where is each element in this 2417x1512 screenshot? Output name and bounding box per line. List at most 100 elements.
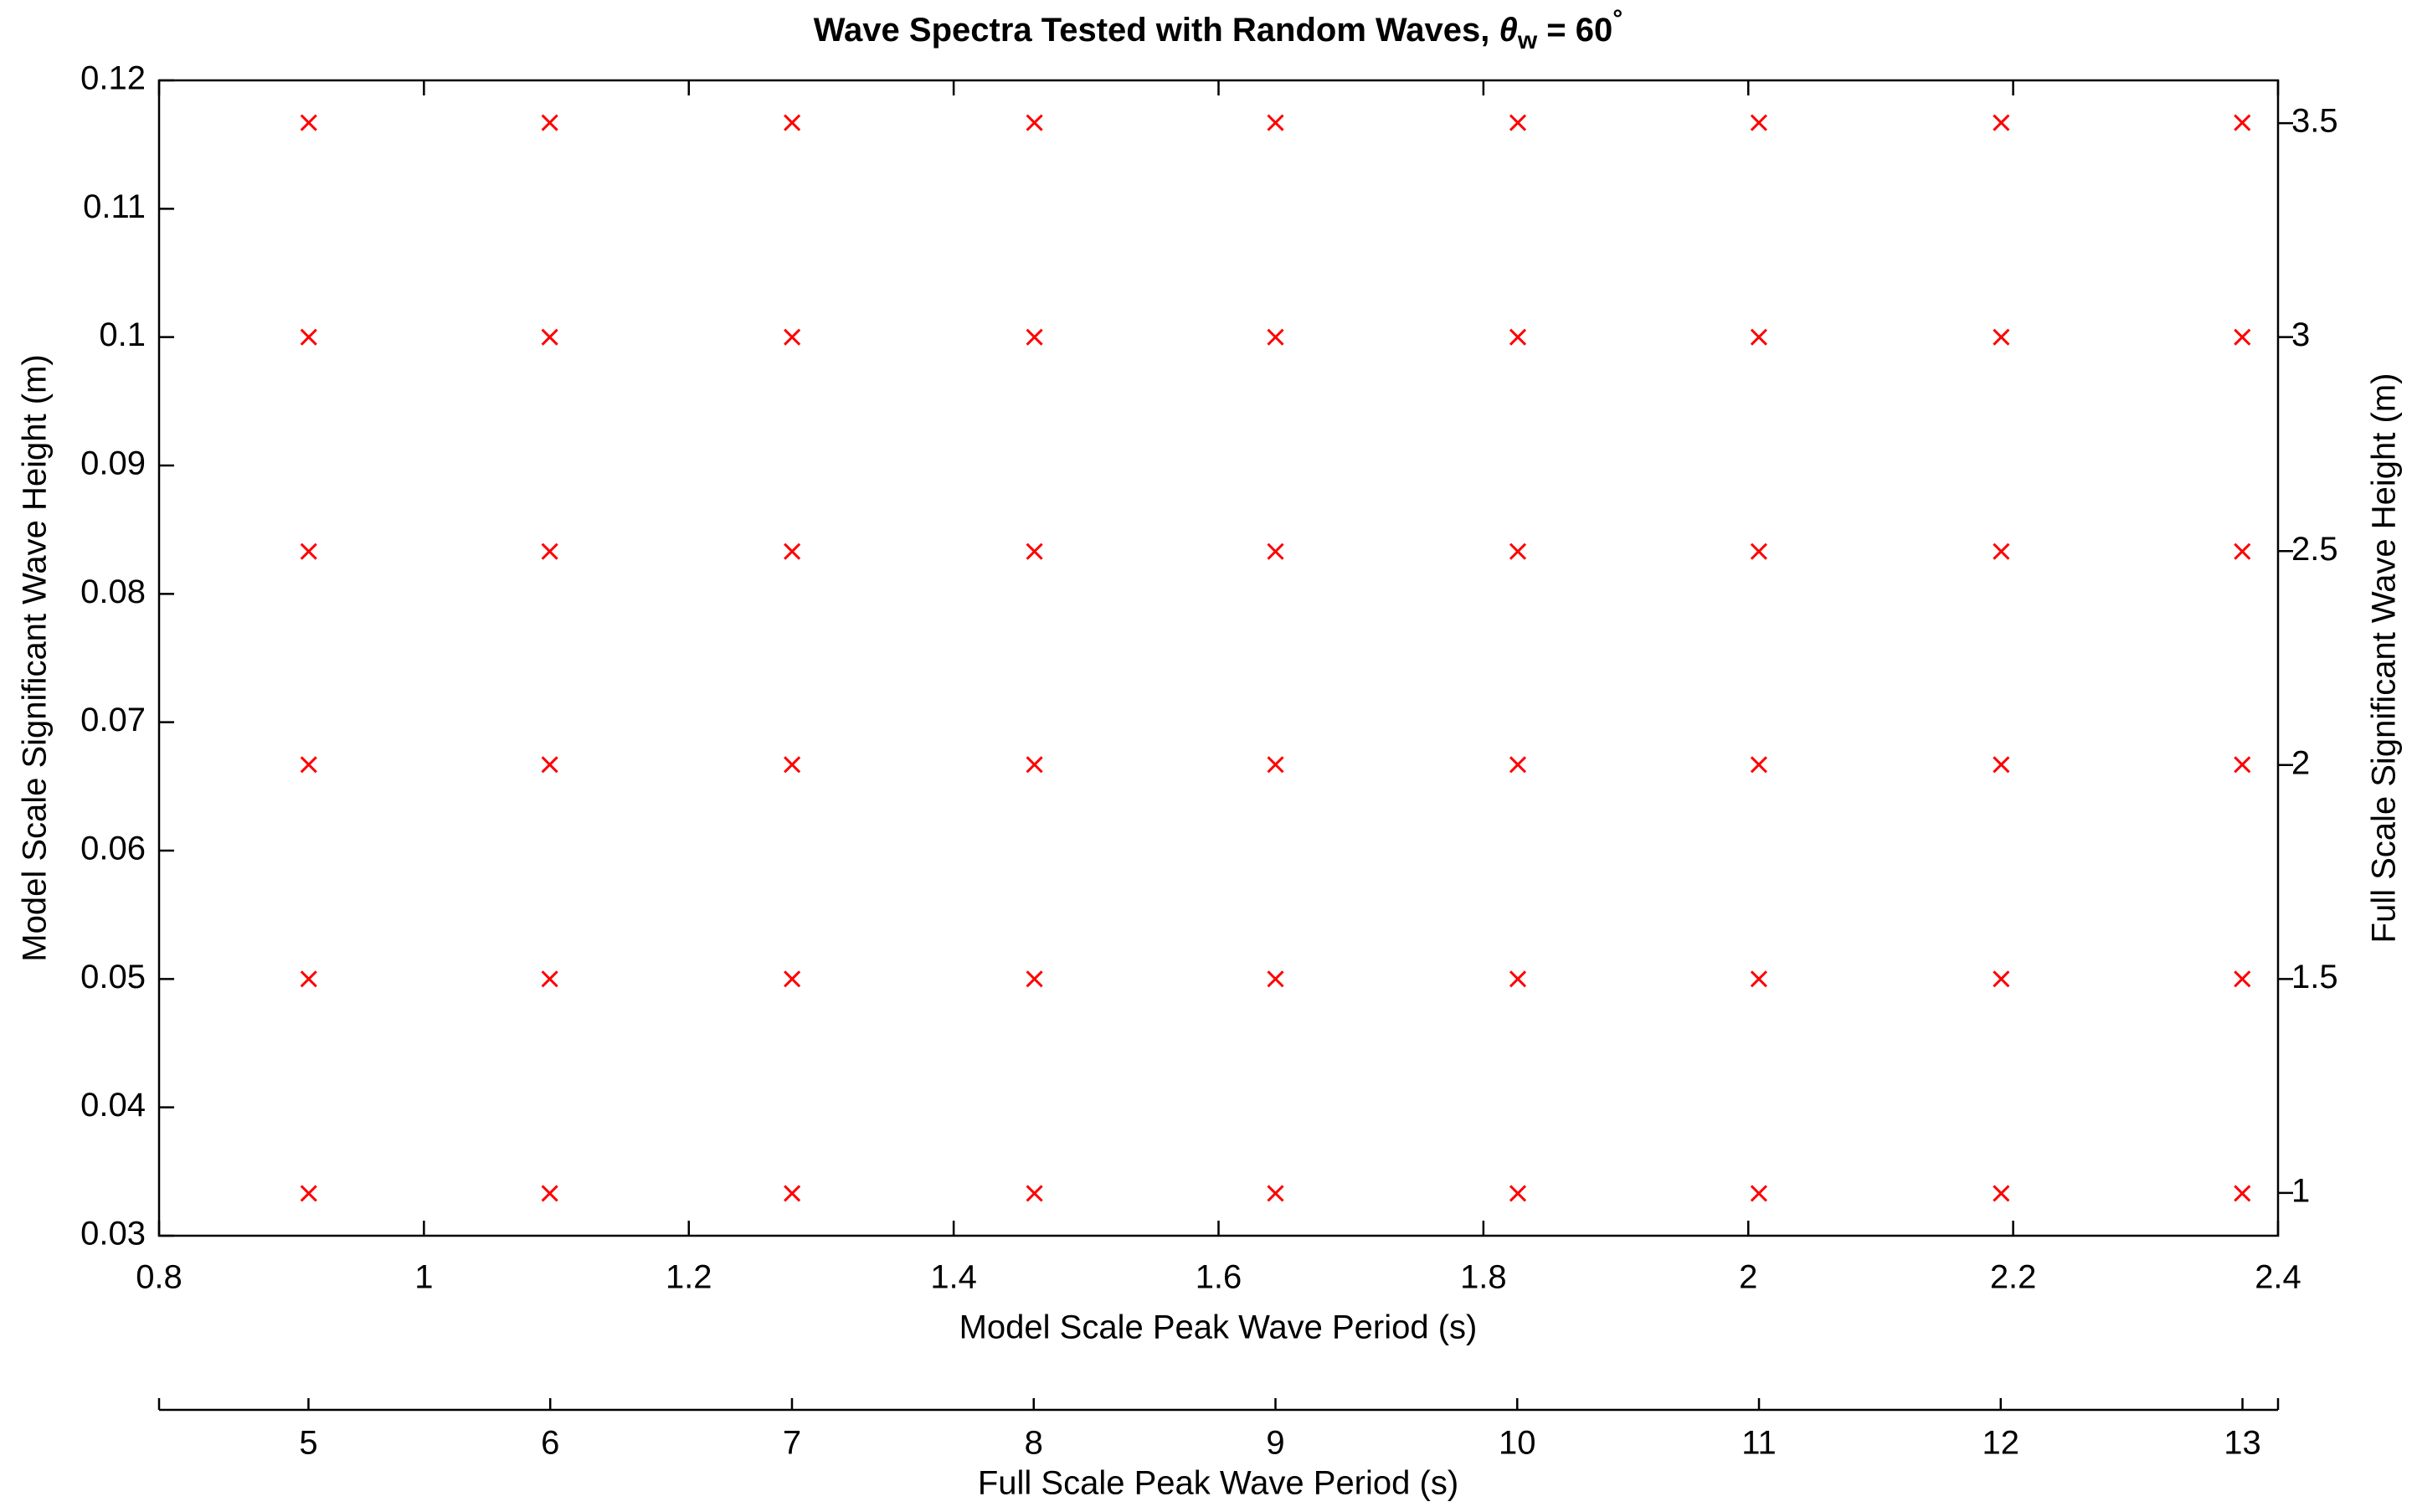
- x-tick-label: 1.6: [1196, 1259, 1242, 1296]
- point: [784, 328, 801, 346]
- x-tick-label: 1.8: [1460, 1259, 1507, 1296]
- point: [1509, 756, 1527, 774]
- point: [300, 543, 317, 560]
- y2-tick-label: 3: [2291, 316, 2310, 353]
- y-tick-label: 0.09: [80, 445, 146, 482]
- x2-tick-label: 9: [1266, 1425, 1284, 1462]
- point: [784, 756, 801, 774]
- point: [1509, 970, 1527, 988]
- x-axis-label: Model Scale Peak Wave Period (s): [959, 1309, 1478, 1346]
- point: [784, 970, 801, 988]
- point: [1026, 756, 1043, 774]
- y-tick-label: 0.08: [80, 573, 146, 610]
- point: [1750, 543, 1767, 560]
- point: [541, 1185, 558, 1202]
- x2-tick-label: 10: [1499, 1425, 1536, 1462]
- point: [1026, 114, 1043, 131]
- y2-tick-label: 2: [2291, 744, 2310, 781]
- point: [1026, 1185, 1043, 1202]
- x2-tick-label: 11: [1741, 1425, 1777, 1462]
- y2-axis-label: Full Scale Significant Wave Height (m): [2366, 373, 2403, 944]
- y-axis-label: Model Scale Significant Wave Height (m): [17, 354, 54, 961]
- point: [541, 756, 558, 774]
- point: [300, 328, 317, 346]
- y-tick-label: 0.11: [83, 188, 146, 225]
- point: [300, 114, 317, 131]
- point: [541, 328, 558, 346]
- point: [541, 543, 558, 560]
- x-tick-label: 0.8: [136, 1259, 183, 1296]
- point: [541, 114, 558, 131]
- x-tick-label: 2.2: [1990, 1259, 2037, 1296]
- point: [1267, 970, 1284, 988]
- x-tick-label: 1.2: [666, 1259, 712, 1296]
- point: [300, 1185, 317, 1202]
- point: [784, 114, 801, 131]
- point: [1509, 328, 1527, 346]
- x-tick-label: 2.4: [2255, 1259, 2301, 1296]
- point: [2234, 756, 2251, 774]
- point: [300, 970, 317, 988]
- x2-tick-label: 12: [1982, 1425, 2020, 1462]
- point: [1750, 328, 1767, 346]
- point: [1750, 114, 1767, 131]
- y2-tick-label: 1.5: [2291, 959, 2338, 995]
- y-tick-label: 0.06: [80, 831, 146, 867]
- title-symbol: θ: [1499, 12, 1518, 49]
- point: [2234, 328, 2251, 346]
- point: [2234, 114, 2251, 131]
- point: [2234, 970, 2251, 988]
- point: [1267, 756, 1284, 774]
- x-tick-label: 1.4: [930, 1259, 977, 1296]
- point: [1509, 543, 1527, 560]
- y2-tick-label: 2.5: [2291, 531, 2338, 568]
- point: [1509, 1185, 1527, 1202]
- point: [1750, 756, 1767, 774]
- point: [541, 970, 558, 988]
- point: [1026, 543, 1043, 560]
- title-superscript: °: [1612, 5, 1622, 33]
- x2-axis-label: Full Scale Peak Wave Period (s): [978, 1465, 1458, 1502]
- y-tick-label: 0.12: [80, 60, 146, 97]
- y-tick-label: 0.04: [80, 1087, 146, 1124]
- x2-tick-label: 8: [1025, 1425, 1043, 1462]
- y-tick-label: 0.1: [99, 316, 146, 353]
- x2-tick-label: 7: [783, 1425, 801, 1462]
- title-subscript: w: [1517, 27, 1538, 54]
- point: [1750, 1185, 1767, 1202]
- x-tick-label: 1: [414, 1259, 433, 1296]
- point: [784, 543, 801, 560]
- point: [1267, 328, 1284, 346]
- y2-tick-label: 1: [2291, 1172, 2310, 1209]
- point: [1993, 970, 2010, 988]
- point: [1750, 970, 1767, 988]
- point: [1026, 970, 1043, 988]
- point: [1993, 1185, 2010, 1202]
- point: [1267, 543, 1284, 560]
- x2-tick-label: 6: [541, 1425, 559, 1462]
- point: [1026, 328, 1043, 346]
- x2-tick-label: 13: [2224, 1425, 2261, 1462]
- y-tick-label: 0.07: [80, 702, 146, 738]
- point: [1267, 1185, 1284, 1202]
- y-tick-label: 0.05: [80, 959, 146, 995]
- point: [1993, 543, 2010, 560]
- point: [784, 1185, 801, 1202]
- point: [2234, 543, 2251, 560]
- title-text: Wave Spectra Tested with Random Waves,: [814, 12, 1499, 49]
- point: [300, 756, 317, 774]
- x-tick-label: 2: [1739, 1259, 1757, 1296]
- point: [1993, 114, 2010, 131]
- point: [1509, 114, 1527, 131]
- point: [1993, 328, 2010, 346]
- point: [2234, 1185, 2251, 1202]
- point: [1993, 756, 2010, 774]
- y2-tick-label: 3.5: [2291, 103, 2338, 140]
- y-tick-label: 0.03: [80, 1216, 146, 1252]
- chart-title: Wave Spectra Tested with Random Waves, θ…: [814, 5, 1622, 54]
- title-rest: = 60: [1537, 12, 1612, 49]
- x2-tick-label: 5: [299, 1425, 317, 1462]
